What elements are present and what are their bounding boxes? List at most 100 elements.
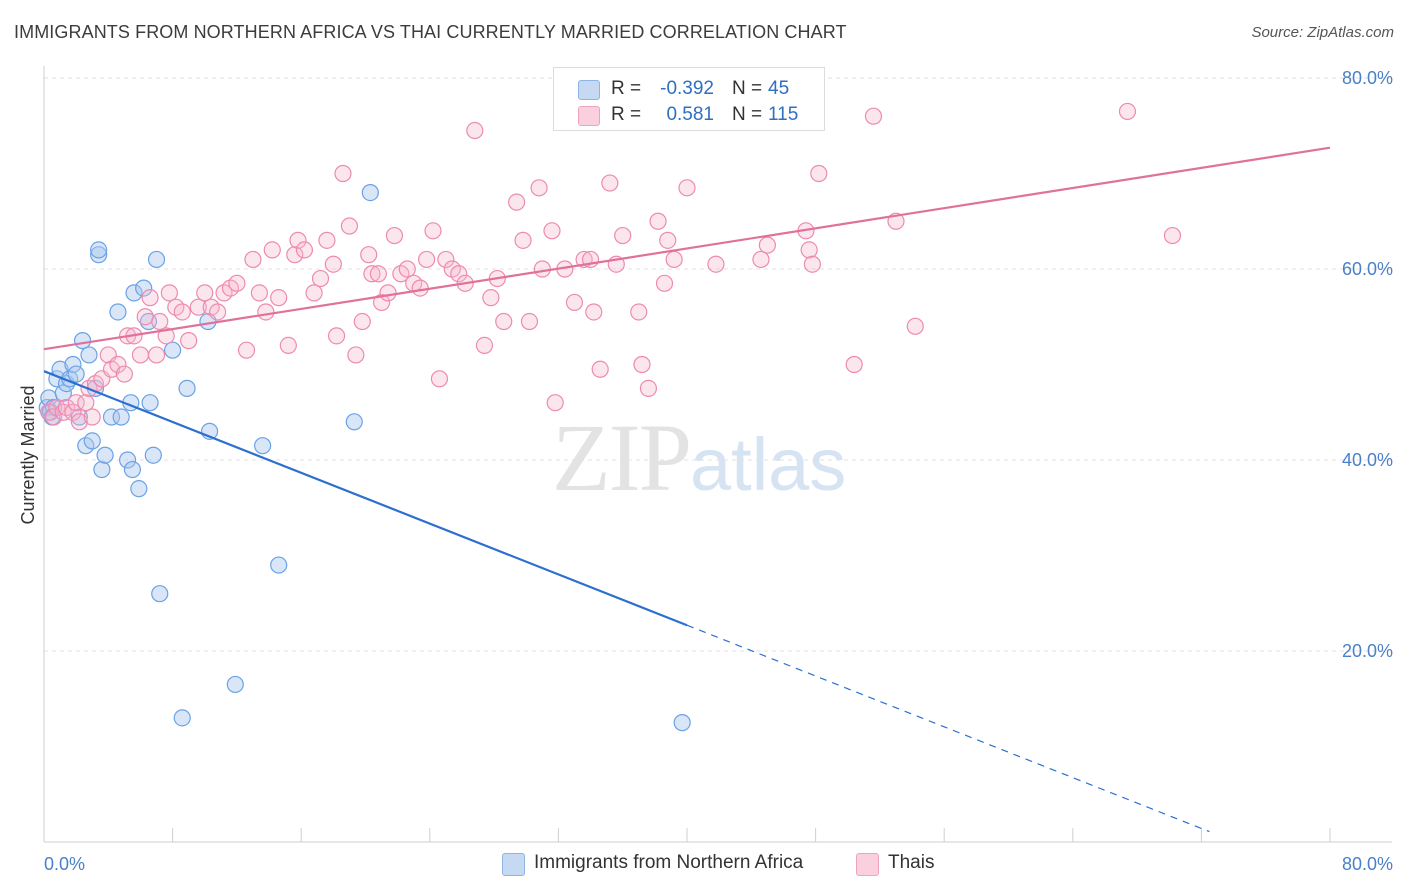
point-northern-africa [144, 446, 162, 464]
point-thais [758, 236, 776, 254]
point-thais [633, 355, 651, 374]
n-value: 115 [768, 104, 799, 125]
point-thais [546, 394, 564, 412]
point-northern-africa [80, 346, 98, 364]
point-thais [318, 231, 336, 249]
point-thais [385, 226, 404, 245]
point-thais [707, 255, 725, 273]
point-northern-africa [90, 246, 108, 264]
point-thais [77, 394, 95, 412]
points-layer [38, 102, 1182, 732]
point-thais [475, 336, 494, 354]
point-thais [289, 231, 307, 249]
point-thais [45, 408, 63, 426]
point-northern-africa [83, 432, 101, 450]
point-thais [417, 250, 436, 269]
point-thais [70, 413, 88, 431]
point-thais [659, 231, 677, 249]
point-thais [508, 193, 526, 211]
legend-row-northern-africa: R = -0.392 N = 45 [554, 77, 824, 103]
point-thais [141, 289, 159, 307]
point-thais [305, 284, 323, 302]
point-thais [196, 284, 214, 302]
point-northern-africa [164, 341, 182, 359]
point-thais [347, 346, 365, 364]
point-thais [363, 265, 381, 283]
point-northern-africa [178, 379, 196, 397]
point-thais [157, 327, 175, 345]
y-tick-label: 20.0% [1342, 641, 1393, 661]
point-thais [160, 284, 178, 302]
trend-lines [43, 146, 1331, 833]
point-thais [209, 303, 227, 321]
point-thais [514, 231, 532, 249]
point-thais [630, 303, 648, 321]
point-thais [450, 265, 468, 283]
legend-row-thais: R = 0.581 N = 115 [554, 103, 824, 129]
point-northern-africa [345, 413, 363, 431]
axis-labels: 20.0% 40.0% 60.0% 80.0% 0.0% 80.0% Currently M… [18, 68, 1393, 874]
trend-line-northern-africa [43, 370, 688, 627]
point-thais [379, 284, 397, 302]
point-northern-africa [54, 384, 72, 402]
point-thais [639, 379, 658, 397]
point-thais [372, 293, 391, 312]
y-tick-label: 80.0% [1342, 68, 1393, 88]
point-thais [810, 164, 828, 183]
point-northern-africa [361, 184, 379, 202]
point-thais [906, 317, 924, 335]
point-thais [585, 303, 603, 321]
point-thais [369, 265, 387, 283]
n-label: N = [732, 104, 763, 125]
point-thais [533, 260, 551, 278]
point-thais [665, 250, 683, 269]
point-northern-africa [73, 332, 92, 350]
point-northern-africa [125, 284, 143, 302]
point-northern-africa [147, 250, 166, 269]
point-thais [151, 312, 169, 331]
point-thais [845, 355, 863, 374]
point-thais [591, 360, 609, 378]
point-thais [437, 250, 455, 269]
point-thais [655, 274, 674, 292]
point-thais [411, 279, 429, 297]
point-thais [482, 289, 500, 307]
point-thais [250, 284, 269, 302]
point-thais [83, 408, 101, 426]
point-northern-africa [102, 408, 121, 426]
point-thais [327, 327, 346, 345]
point-thais [360, 246, 378, 264]
point-thais [424, 222, 442, 240]
point-thais [263, 241, 281, 259]
point-thais [311, 269, 330, 288]
point-thais [244, 250, 262, 269]
point-northern-africa [64, 355, 82, 374]
point-thais [286, 246, 304, 264]
point-northern-africa [130, 480, 148, 498]
point-northern-africa [135, 279, 153, 297]
correlation-legend: R = -0.392 N = 45 R = 0.581 N = 115 [553, 67, 825, 131]
point-northern-africa [141, 394, 159, 412]
y-tick-label: 40.0% [1342, 450, 1393, 470]
bottom-legend-swatch-blue [502, 853, 525, 876]
point-northern-africa [67, 365, 85, 383]
point-thais [334, 164, 352, 183]
point-thais [67, 394, 85, 412]
y-tick-label: 60.0% [1342, 259, 1393, 279]
point-thais [147, 346, 166, 364]
point-thais [430, 370, 449, 388]
point-thais [115, 365, 133, 383]
point-thais [1163, 226, 1182, 245]
point-thais [800, 241, 818, 259]
point-thais [228, 274, 246, 292]
point-thais [678, 179, 696, 197]
point-thais [257, 303, 275, 321]
point-thais [270, 289, 288, 307]
n-value: 45 [768, 78, 790, 99]
gridlines [44, 77, 1392, 652]
point-thais [614, 226, 632, 245]
point-northern-africa [151, 585, 169, 603]
point-thais [54, 403, 72, 421]
point-northern-africa [254, 437, 272, 455]
